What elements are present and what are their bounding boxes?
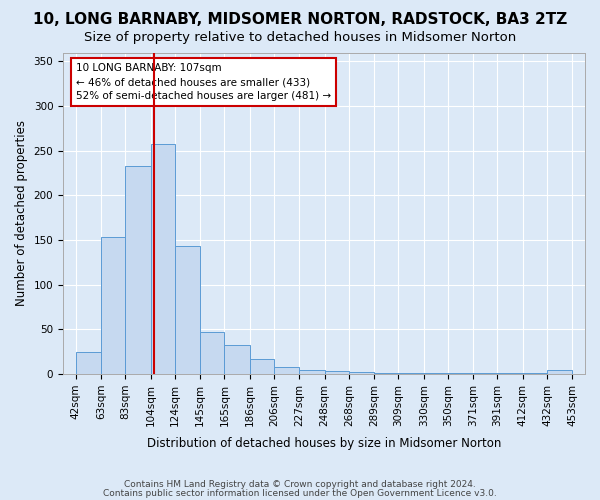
Text: 10 LONG BARNABY: 107sqm
← 46% of detached houses are smaller (433)
52% of semi-d: 10 LONG BARNABY: 107sqm ← 46% of detache… bbox=[76, 63, 331, 101]
Bar bbox=[250, 359, 274, 374]
Bar bbox=[299, 370, 325, 374]
Bar bbox=[175, 246, 200, 374]
Bar bbox=[274, 367, 299, 374]
Text: Contains HM Land Registry data © Crown copyright and database right 2024.: Contains HM Land Registry data © Crown c… bbox=[124, 480, 476, 489]
Bar bbox=[151, 144, 175, 374]
Bar bbox=[448, 373, 473, 374]
Bar bbox=[374, 373, 398, 374]
Bar bbox=[325, 372, 349, 374]
Text: 10, LONG BARNABY, MIDSOMER NORTON, RADSTOCK, BA3 2TZ: 10, LONG BARNABY, MIDSOMER NORTON, RADST… bbox=[33, 12, 567, 28]
Bar bbox=[125, 166, 151, 374]
Bar bbox=[224, 344, 250, 374]
Bar bbox=[76, 352, 101, 374]
Bar bbox=[523, 373, 547, 374]
X-axis label: Distribution of detached houses by size in Midsomer Norton: Distribution of detached houses by size … bbox=[147, 437, 501, 450]
Text: Contains public sector information licensed under the Open Government Licence v3: Contains public sector information licen… bbox=[103, 488, 497, 498]
Bar bbox=[473, 373, 497, 374]
Bar bbox=[424, 373, 448, 374]
Bar bbox=[547, 370, 572, 374]
Text: Size of property relative to detached houses in Midsomer Norton: Size of property relative to detached ho… bbox=[84, 31, 516, 44]
Bar bbox=[398, 373, 424, 374]
Y-axis label: Number of detached properties: Number of detached properties bbox=[15, 120, 28, 306]
Bar bbox=[349, 372, 374, 374]
Bar bbox=[200, 332, 224, 374]
Bar bbox=[101, 238, 125, 374]
Bar bbox=[497, 373, 523, 374]
